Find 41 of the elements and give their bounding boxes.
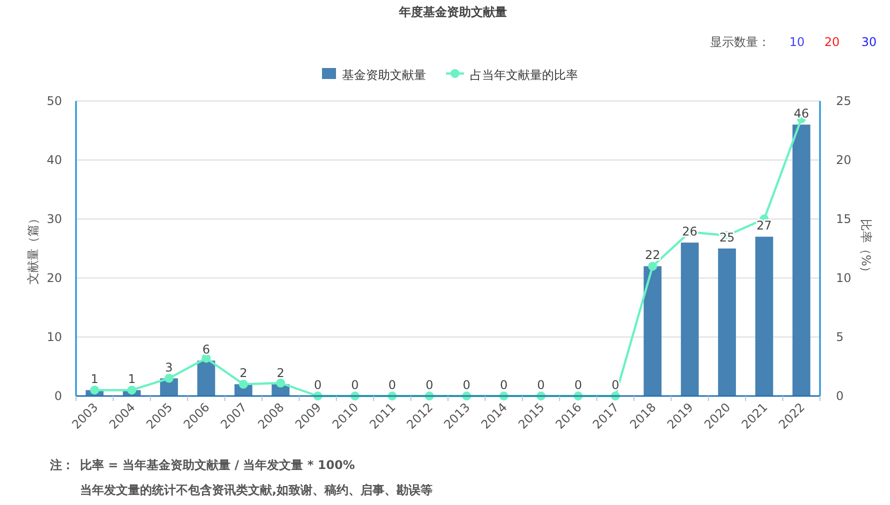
- text: 10: [789, 35, 805, 49]
- text: 显示数量：: [710, 35, 770, 49]
- text: 30: [861, 35, 877, 49]
- data-label: 22: [644, 248, 660, 262]
- y2-tick-label: 25: [836, 94, 852, 108]
- text: 比率 = 当年基金资助文献量 / 当年发文量 * 100%: [80, 458, 355, 472]
- data-label: 3: [165, 360, 173, 374]
- y-tick-label: 20: [46, 271, 62, 285]
- data-label: 46: [794, 106, 810, 121]
- y-tick-label: 0: [54, 389, 62, 403]
- data-label: 0: [351, 378, 359, 392]
- y2-tick-label: 15: [836, 212, 852, 226]
- y2-tick-label: 20: [836, 153, 852, 167]
- data-label: 0: [537, 378, 545, 392]
- y2-tick-label: 5: [836, 330, 844, 344]
- y2-tick-label: 10: [836, 271, 852, 285]
- data-label: 0: [574, 378, 582, 392]
- y-tick-label: 50: [46, 94, 62, 108]
- text: 注：: [49, 458, 74, 472]
- data-label: 0: [462, 378, 470, 392]
- legend-label: 基金资助文献量: [342, 68, 426, 82]
- data-label: 0: [388, 378, 396, 392]
- data-label: 0: [426, 378, 434, 392]
- data-label: 0: [314, 378, 322, 392]
- text: 当年发文量的统计不包含资讯类文献,如致谢、稿约、启事、勘误等: [80, 483, 433, 497]
- text: 20: [824, 35, 840, 49]
- data-label: 1: [128, 372, 136, 386]
- data-label: 27: [756, 218, 772, 233]
- data-label: 6: [202, 342, 210, 357]
- legend-label: 占当年文献量的比率: [470, 68, 578, 82]
- data-label: 0: [500, 378, 508, 392]
- ylabel: 文献量（篇）: [26, 212, 40, 284]
- data-label: 2: [276, 366, 284, 380]
- y2label: 比率（%）: [859, 218, 873, 278]
- y2-tick-label: 0: [836, 389, 844, 403]
- data-label: 2: [240, 366, 248, 380]
- y-tick-label: 10: [46, 330, 62, 344]
- y-tick-label: 30: [46, 212, 62, 226]
- title: 年度基金资助文献量: [399, 5, 507, 19]
- y-tick-label: 40: [46, 153, 62, 167]
- data-label: 1: [90, 372, 98, 386]
